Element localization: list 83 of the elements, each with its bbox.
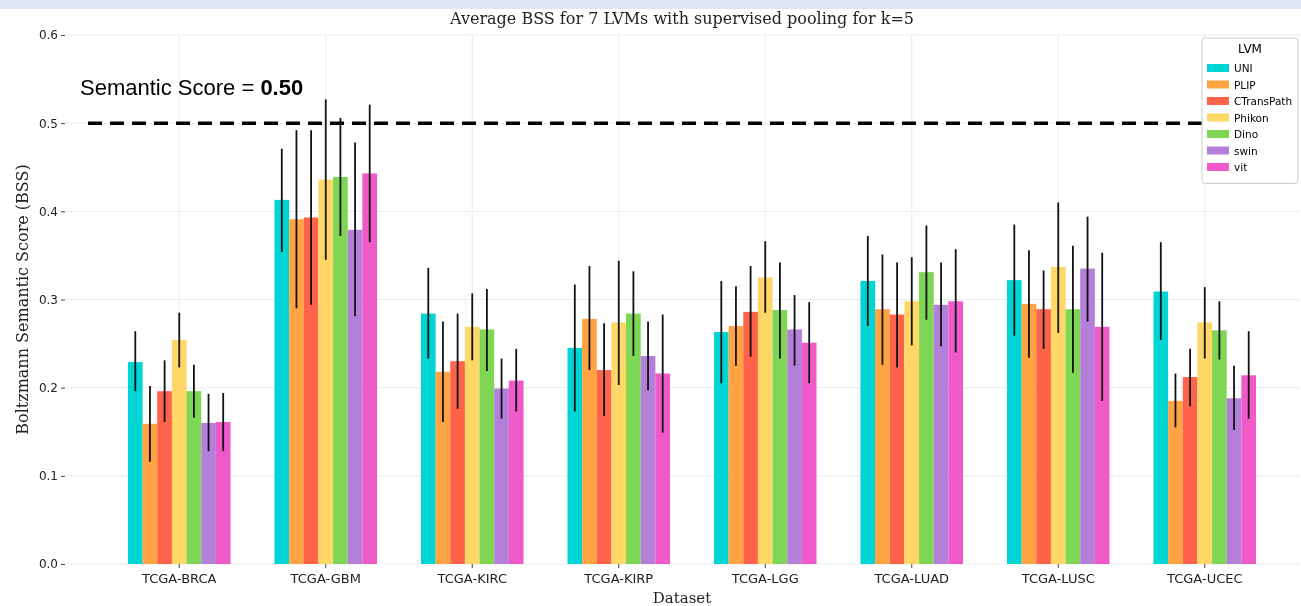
bar — [127, 362, 143, 564]
bar — [333, 176, 348, 564]
x-tick-label: TCGA-LUAD — [873, 571, 950, 587]
bar — [567, 347, 583, 564]
bar — [1241, 375, 1257, 564]
bar — [157, 391, 172, 564]
bar — [904, 301, 920, 564]
bar — [860, 280, 876, 564]
bar — [655, 373, 671, 564]
bar — [1050, 266, 1066, 564]
y-tick-label: 0.0 — [38, 557, 58, 572]
bar — [420, 313, 436, 564]
x-tick-label: TCGA-KIRP — [583, 571, 654, 587]
x-tick-label: TCGA-UCEC — [1165, 571, 1243, 587]
bar — [1226, 398, 1242, 564]
legend-label: Dino — [1234, 128, 1259, 140]
bar — [318, 179, 334, 564]
bar — [347, 229, 363, 564]
legend-title: LVM — [1238, 42, 1262, 56]
bar — [1094, 326, 1110, 564]
bar — [303, 217, 319, 564]
bar — [889, 314, 905, 564]
x-tick-label: TCGA-LGG — [730, 571, 799, 587]
bar — [435, 371, 451, 564]
y-tick-label: 0.3 — [38, 292, 58, 307]
bar — [787, 329, 802, 564]
bar — [479, 329, 495, 564]
bar — [611, 322, 627, 564]
x-axis-title: Dataset — [652, 589, 712, 606]
bar — [640, 355, 656, 564]
legend-label: UNI — [1234, 62, 1253, 74]
bar — [801, 342, 817, 564]
legend-label: Phikon — [1234, 111, 1269, 124]
bar — [1168, 400, 1183, 564]
bar — [1021, 303, 1037, 564]
bar — [772, 310, 788, 564]
x-tick-label: TCGA-KIRC — [436, 571, 507, 587]
legend-label: CTransPath — [1234, 95, 1293, 107]
x-tick-label: TCGA-GBM — [289, 571, 361, 587]
bar — [494, 388, 509, 564]
bar — [933, 304, 949, 564]
bar — [919, 272, 934, 564]
legend-label: PLIP — [1234, 78, 1256, 91]
ref-line-label: Semantic Score = 0.50 — [80, 75, 304, 101]
legend-label: swin — [1234, 144, 1258, 157]
bar — [757, 277, 773, 564]
bar — [713, 332, 729, 564]
bar — [1065, 309, 1081, 564]
bar — [450, 361, 465, 564]
bar — [875, 309, 890, 564]
bar — [582, 318, 597, 564]
bar — [1182, 377, 1198, 564]
bar — [1036, 309, 1051, 564]
bar — [186, 391, 202, 564]
bar — [201, 422, 216, 564]
bar — [142, 423, 158, 564]
bar — [362, 173, 378, 564]
bar — [1006, 280, 1022, 564]
bar — [728, 325, 744, 564]
bar — [1197, 322, 1213, 564]
y-tick-label: 0.4 — [38, 204, 58, 219]
bar — [171, 340, 187, 564]
bar — [508, 380, 524, 564]
y-tick-label: 0.2 — [38, 381, 58, 396]
bar — [596, 370, 612, 564]
bar — [948, 301, 964, 564]
bar — [274, 199, 290, 564]
bar — [1080, 268, 1095, 564]
legend-label: vit — [1234, 161, 1248, 173]
bar — [464, 326, 480, 564]
x-tick-label: TCGA-BRCA — [141, 571, 217, 587]
y-tick-label: 0.1 — [38, 469, 58, 484]
chart-title: Average BSS for 7 LVMs with supervised pooling for k=5 — [448, 9, 915, 28]
y-tick-label: 0.5 — [38, 116, 58, 131]
bar — [215, 422, 231, 564]
bar — [1153, 291, 1169, 564]
y-axis-title: Boltzmann Semantic Score (BSS) — [13, 164, 32, 435]
bar — [1212, 330, 1227, 564]
bar — [289, 219, 304, 564]
x-tick-label: TCGA-LUSC — [1020, 571, 1095, 587]
bar — [743, 311, 758, 564]
bar — [626, 313, 641, 564]
y-tick-label: 0.6 — [38, 28, 58, 43]
